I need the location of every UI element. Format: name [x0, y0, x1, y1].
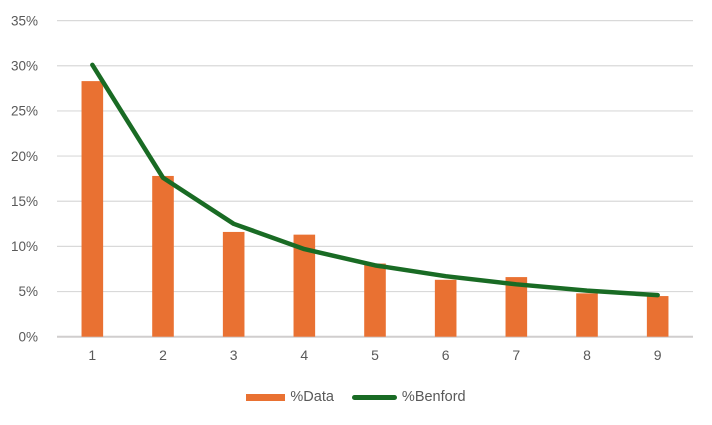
y-tick-label: 10%	[11, 239, 38, 254]
legend-label-data: %Data	[290, 389, 334, 405]
x-tick-label: 1	[88, 347, 96, 363]
line-series-swatch	[351, 394, 397, 400]
benford-line	[90, 62, 660, 298]
x-tick-label: 3	[230, 347, 238, 363]
chart-plot-area: 0% 5% 10% 15% 20% 25% 30% 35% 1 2 3 4 5 6 7 8 9	[11, 13, 693, 363]
data-bar	[293, 234, 316, 337]
data-bar	[576, 293, 598, 337]
y-tick-label: 5%	[18, 284, 38, 299]
legend-item-benford: %Benford	[351, 389, 466, 405]
y-tick-label: 0%	[18, 329, 38, 344]
data-bar	[81, 81, 104, 337]
legend-label-benford: %Benford	[401, 389, 466, 405]
data-bar	[646, 296, 669, 337]
data-bar	[505, 277, 528, 337]
data-bar	[152, 175, 174, 337]
data-bar	[434, 279, 457, 337]
chart-legend: %Data %Benford	[0, 390, 712, 405]
y-tick-label: 30%	[11, 58, 38, 73]
x-tick-label: 4	[300, 347, 308, 363]
x-tick-label: 9	[654, 347, 662, 363]
y-tick-label: 20%	[11, 149, 38, 164]
x-tick-label: 2	[159, 347, 167, 363]
data-bar	[222, 231, 245, 337]
legend-item-data: %Data	[246, 390, 334, 405]
x-tick-label: 6	[442, 347, 450, 363]
y-tick-label: 25%	[11, 104, 38, 119]
y-tick-label: 35%	[11, 13, 38, 28]
x-tick-label: 8	[583, 347, 591, 363]
bar-series-swatch	[246, 393, 286, 401]
data-bar	[364, 263, 386, 337]
x-tick-label: 5	[371, 347, 379, 363]
y-tick-label: 15%	[11, 194, 38, 209]
x-tick-label: 7	[512, 347, 520, 363]
